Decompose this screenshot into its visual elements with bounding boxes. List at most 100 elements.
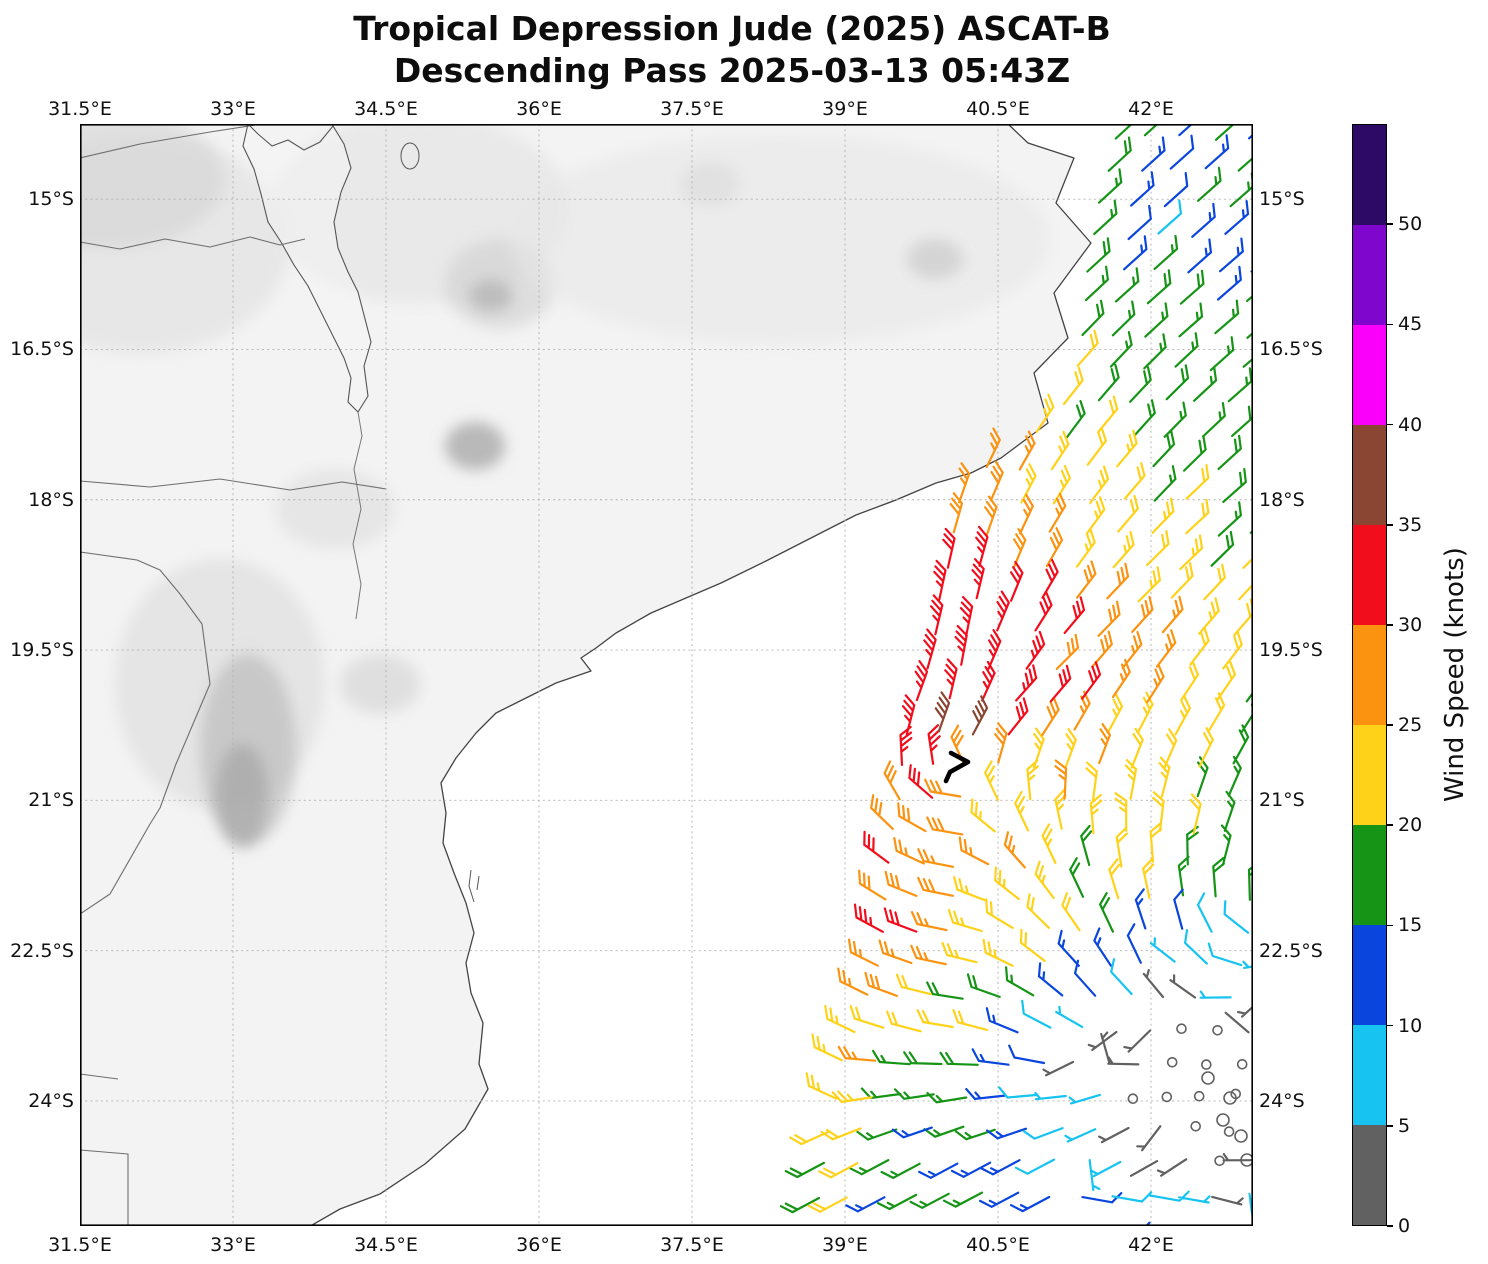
wind-barbs	[998, 199, 1253, 1226]
lat-tick-label-left: 19.5°S	[10, 639, 74, 662]
wind-barbs	[934, 691, 989, 736]
lon-tick-label-bottom: 31.5°E	[48, 1234, 112, 1256]
colorbar-segment	[1353, 825, 1386, 925]
colorbar-segment	[1353, 125, 1386, 225]
colorbar-tick-label: 20	[1398, 814, 1423, 837]
colorbar-tickmark	[1387, 423, 1393, 426]
colorbar-tick-label: 5	[1398, 1114, 1411, 1137]
coastline	[309, 124, 1092, 1226]
lon-tick-label-bottom: 42°E	[1128, 1234, 1174, 1256]
terrain-shade	[907, 239, 963, 279]
colorbar-tickmark	[1387, 223, 1393, 225]
colorbar-tickmark	[1387, 1125, 1393, 1127]
colorbar-tickmark	[1387, 824, 1393, 827]
calm-circles-model	[1127, 1023, 1248, 1167]
colorbar-segment	[1353, 425, 1386, 525]
colorbar-tickmark	[1387, 624, 1393, 626]
map-frame	[80, 124, 1253, 1226]
colorbar-tick-label: 15	[1398, 914, 1423, 937]
wind-barbs	[789, 329, 1253, 1213]
colorbar-tickmark	[1387, 323, 1393, 326]
colorbar-segment	[1353, 325, 1386, 425]
lat-tick-label-right: 21°S	[1259, 789, 1305, 812]
colorbar-tickmark	[1387, 924, 1393, 927]
lon-tick-label-bottom: 39°E	[822, 1234, 868, 1256]
colorbar-segment	[1353, 1125, 1386, 1225]
lat-tick-label-left: 18°S	[28, 488, 74, 511]
lon-tick-label-top: 34.5°E	[354, 98, 418, 120]
terrain-shade	[510, 134, 1050, 344]
lon-tick-label-top: 40.5°E	[966, 98, 1030, 120]
storm-center-marker	[943, 750, 971, 784]
lat-tick-label-left: 24°S	[28, 1089, 74, 1112]
lon-tick-label-top: 42°E	[1128, 98, 1174, 120]
colorbar-tickmark	[1387, 523, 1393, 526]
wind-barbs	[853, 525, 1102, 933]
lat-tick-label-left: 22.5°S	[10, 939, 74, 962]
colorbar-segment	[1353, 1025, 1386, 1125]
lat-tick-label-right: 19.5°S	[1259, 639, 1323, 662]
terrain-shade	[275, 469, 395, 549]
terrain-shade	[340, 654, 420, 714]
lon-tick-label-top: 36°E	[516, 98, 562, 120]
colorbar-segment	[1353, 925, 1386, 1025]
country-border	[80, 124, 263, 159]
wind-barbs	[837, 427, 1184, 1062]
country-border	[80, 551, 211, 915]
terrain-shade	[680, 162, 740, 206]
lon-tick-label-bottom: 40.5°E	[966, 1234, 1030, 1256]
colorbar-tick-label: 10	[1398, 1014, 1423, 1037]
colorbar-segment	[1353, 525, 1386, 625]
coastal-islet	[476, 875, 480, 891]
colorbar-tickmark	[1387, 1024, 1393, 1027]
lon-tick-label-top: 33°E	[210, 98, 256, 120]
colorbar-tick-label: 40	[1398, 413, 1423, 436]
lon-tick-label-bottom: 33°E	[210, 1234, 256, 1256]
lon-tick-label-top: 37.5°E	[660, 98, 724, 120]
calm-wind-circles	[1201, 1071, 1253, 1167]
colorbar-tick-label: 0	[1398, 1215, 1411, 1237]
colorbar-segment	[1353, 225, 1386, 325]
terrain-shade	[80, 124, 225, 249]
terrain-shade	[469, 280, 513, 312]
coastal-islet	[468, 869, 475, 903]
colorbar-tick-label: 35	[1398, 513, 1423, 536]
colorbar-tick-label: 25	[1398, 714, 1423, 737]
colorbar-label: Wind Speed (knots)	[1440, 547, 1470, 803]
colorbar-tick-label: 45	[1398, 313, 1423, 336]
lat-tick-label-left: 21°S	[28, 789, 74, 812]
colorbar	[1352, 124, 1387, 1226]
colorbar-tick-label: 50	[1398, 213, 1423, 236]
chart-title: Tropical Depression Jude (2025) ASCAT-B …	[0, 8, 1464, 92]
colorbar-tick-label: 30	[1398, 613, 1423, 636]
colorbar-tickmark	[1387, 724, 1393, 726]
lat-tick-label-right: 18°S	[1259, 488, 1305, 511]
lon-tick-label-top: 31.5°E	[48, 98, 112, 120]
terrain-shade	[216, 744, 268, 848]
lat-tick-label-right: 22.5°S	[1259, 939, 1323, 962]
land-layer	[80, 124, 1092, 1226]
country-border	[80, 478, 387, 491]
lat-tick-label-left: 16.5°S	[10, 338, 74, 361]
lake-island	[400, 142, 420, 170]
lon-tick-label-bottom: 37.5°E	[660, 1234, 724, 1256]
map-canvas	[80, 124, 1253, 1226]
colorbar-segment	[1353, 725, 1386, 825]
lat-tick-label-right: 24°S	[1259, 1089, 1305, 1112]
shire-river	[352, 411, 363, 620]
lat-tick-label-right: 16.5°S	[1259, 338, 1323, 361]
lat-tick-label-left: 15°S	[28, 188, 74, 211]
lon-tick-label-bottom: 36°E	[516, 1234, 562, 1256]
country-border	[80, 1073, 119, 1080]
land	[80, 124, 1091, 1226]
lat-tick-label-right: 15°S	[1259, 188, 1305, 211]
terrain-shade	[445, 422, 505, 470]
country-border	[80, 1149, 129, 1226]
lon-tick-label-top: 39°E	[822, 98, 868, 120]
country-border	[80, 236, 306, 250]
colorbar-segment	[1353, 625, 1386, 725]
chart-title-line1: Tropical Depression Jude (2025) ASCAT-B	[353, 9, 1111, 48]
lon-tick-label-bottom: 34.5°E	[354, 1234, 418, 1256]
wind-barbs	[1042, 969, 1253, 1206]
